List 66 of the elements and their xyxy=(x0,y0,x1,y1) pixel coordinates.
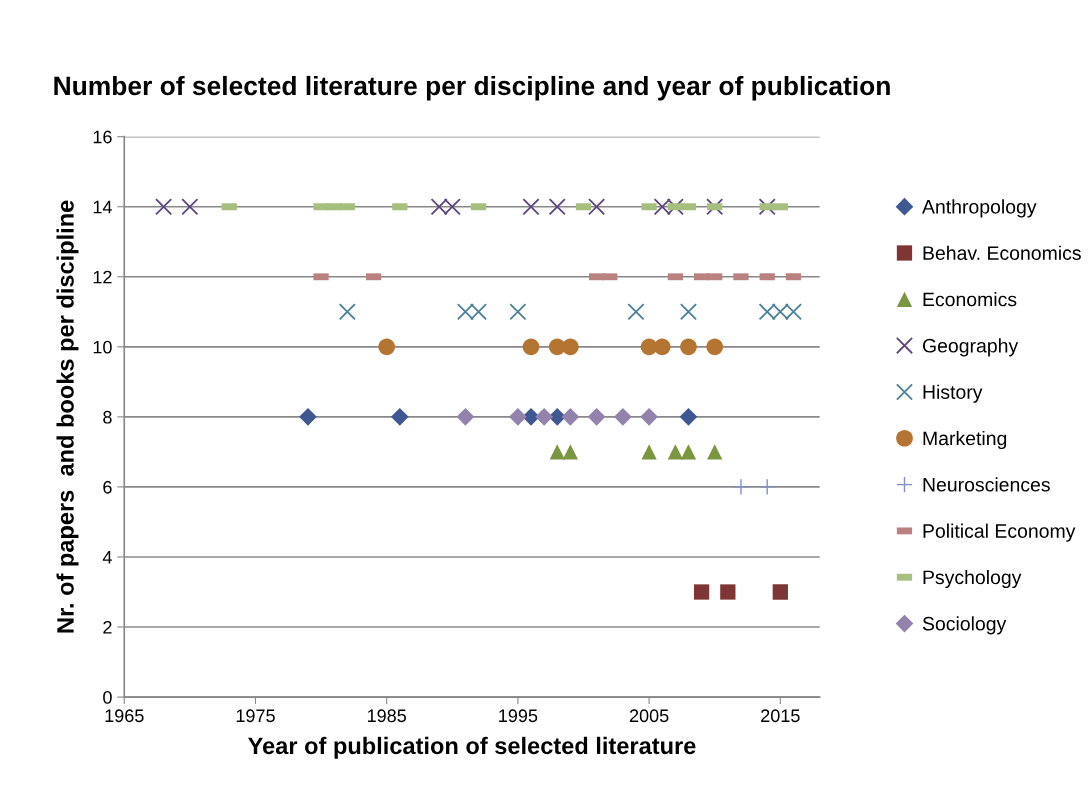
point xyxy=(680,444,697,460)
point xyxy=(720,584,736,600)
point xyxy=(548,198,566,216)
point xyxy=(588,198,606,216)
x-tick-label: 1985 xyxy=(367,709,407,723)
point xyxy=(456,408,475,426)
point xyxy=(338,303,356,321)
point xyxy=(758,198,776,216)
y-tick-label: 16 xyxy=(93,130,112,144)
point xyxy=(707,444,723,460)
point xyxy=(522,198,540,216)
y-tick-label: 12 xyxy=(93,270,112,284)
y-axis-title: Nr. of papers and books per discipline xyxy=(56,200,79,633)
y-tick-label: 14 xyxy=(93,200,112,214)
point xyxy=(587,408,606,426)
point xyxy=(667,444,683,460)
y-tick-label: 0 xyxy=(103,691,112,704)
legend-label: Sociology xyxy=(922,616,1007,635)
point xyxy=(562,338,579,356)
point xyxy=(706,198,724,216)
point xyxy=(614,408,632,426)
legend-label: Neurosciences xyxy=(923,477,1050,492)
legend-label: History xyxy=(923,384,983,403)
point xyxy=(562,444,579,460)
legend-label: Anthropology xyxy=(922,199,1037,218)
point xyxy=(758,478,776,496)
point xyxy=(549,444,565,460)
point xyxy=(509,303,527,321)
point xyxy=(693,584,710,600)
point xyxy=(653,338,671,356)
chart-title: Number of selected literature per discipline and year of publication xyxy=(54,75,890,101)
y-tick-label: 6 xyxy=(103,480,112,494)
y-tick-label: 4 xyxy=(102,551,112,564)
point xyxy=(641,444,657,460)
legend-label: Psychology xyxy=(923,569,1022,589)
legend-label: Marketing xyxy=(923,430,1007,450)
point xyxy=(181,198,199,216)
point xyxy=(640,408,658,426)
legend-label: Geography xyxy=(922,338,1019,357)
point xyxy=(390,408,409,426)
legend-label: Political Economy xyxy=(923,523,1076,542)
x-tick-label: 1965 xyxy=(105,709,144,723)
point xyxy=(679,303,698,321)
point xyxy=(706,338,724,356)
x-tick-label: 2015 xyxy=(761,709,800,723)
y-tick-label: 2 xyxy=(103,620,112,634)
point xyxy=(732,478,750,496)
x-tick-label: 2005 xyxy=(629,709,669,723)
point xyxy=(378,338,396,356)
point xyxy=(627,303,645,321)
x-tick-label: 1995 xyxy=(499,709,538,723)
point xyxy=(772,584,788,600)
point xyxy=(680,338,697,356)
legend-label: Economics xyxy=(923,292,1017,307)
point xyxy=(679,408,698,426)
point xyxy=(155,198,173,216)
point xyxy=(561,408,580,426)
point xyxy=(522,338,540,356)
x-axis-title: Year of publication of selected literature xyxy=(248,736,696,759)
point xyxy=(299,408,317,426)
y-tick-label: 8 xyxy=(103,410,112,424)
legend-label: Behav. Economics xyxy=(923,245,1081,260)
point xyxy=(509,408,527,426)
y-tick-label: 10 xyxy=(93,340,112,354)
point xyxy=(535,408,553,426)
x-tick-label: 1975 xyxy=(236,709,275,723)
